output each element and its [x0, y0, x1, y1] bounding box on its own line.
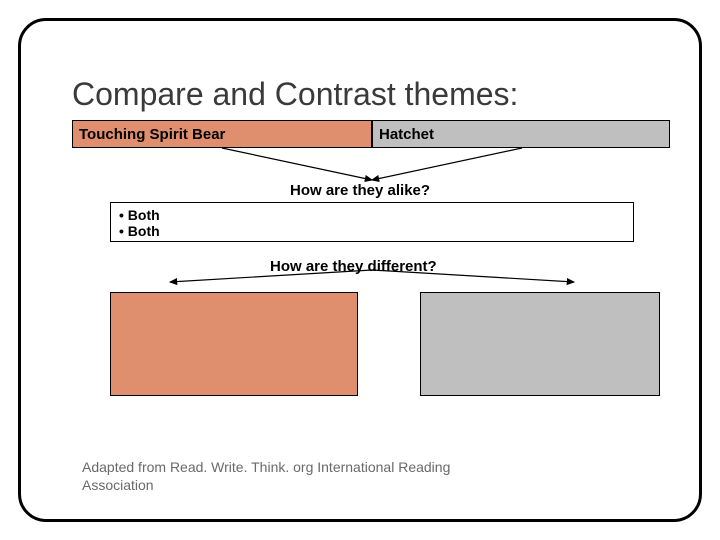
footer-line-1: Adapted from Read. Write. Think. org Int…: [82, 458, 450, 476]
book-right-label: Hatchet: [379, 126, 434, 143]
page-title: Compare and Contrast themes:: [72, 76, 518, 113]
different-right-box: [420, 292, 660, 396]
alike-line-2: • Both: [119, 223, 625, 239]
book-left-label: Touching Spirit Bear: [79, 126, 225, 143]
alike-line-1: • Both: [119, 207, 625, 223]
different-label: How are they different?: [270, 258, 437, 275]
footer-text: Adapted from Read. Write. Think. org Int…: [82, 458, 450, 494]
alike-label: How are they alike?: [290, 182, 430, 199]
stage: Compare and Contrast themes: Touching Sp…: [0, 0, 720, 540]
book-left-box: Touching Spirit Bear: [72, 120, 372, 148]
different-left-box: [110, 292, 358, 396]
alike-box: • Both • Both: [110, 202, 634, 242]
footer-line-2: Association: [82, 476, 450, 494]
book-right-box: Hatchet: [372, 120, 670, 148]
